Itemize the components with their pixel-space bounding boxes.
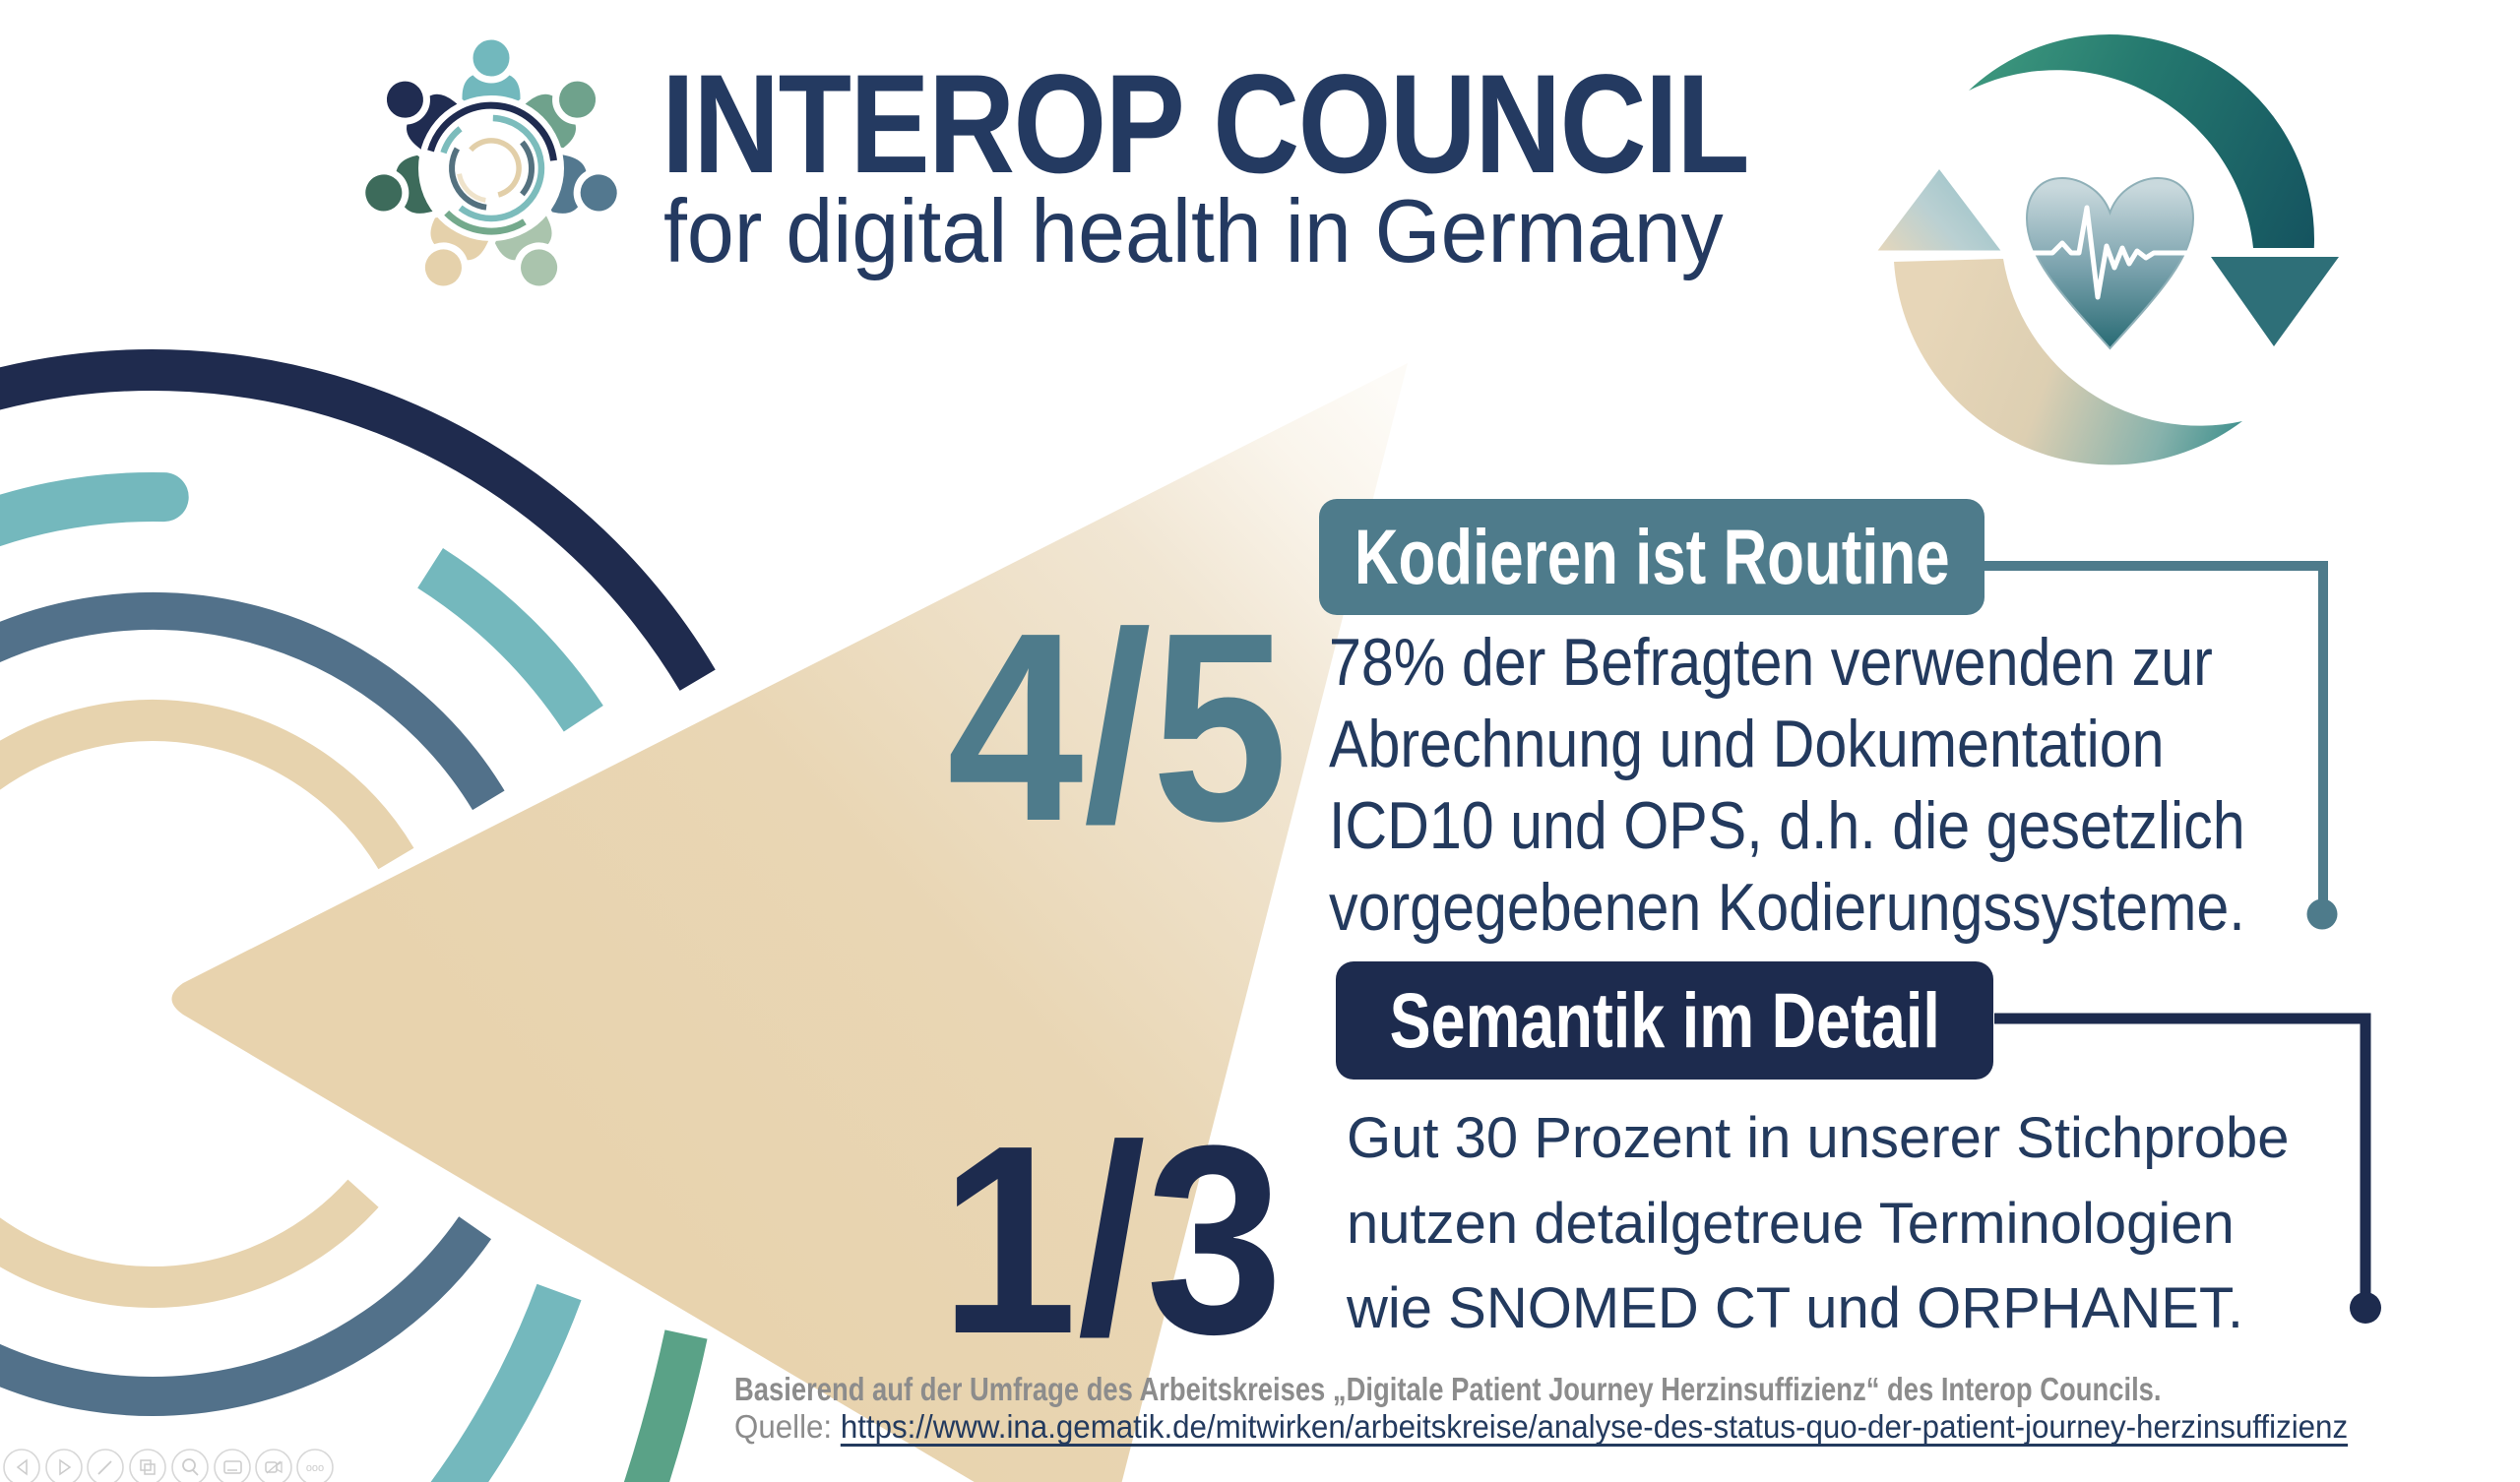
- svg-text:ooo: ooo: [306, 1462, 324, 1474]
